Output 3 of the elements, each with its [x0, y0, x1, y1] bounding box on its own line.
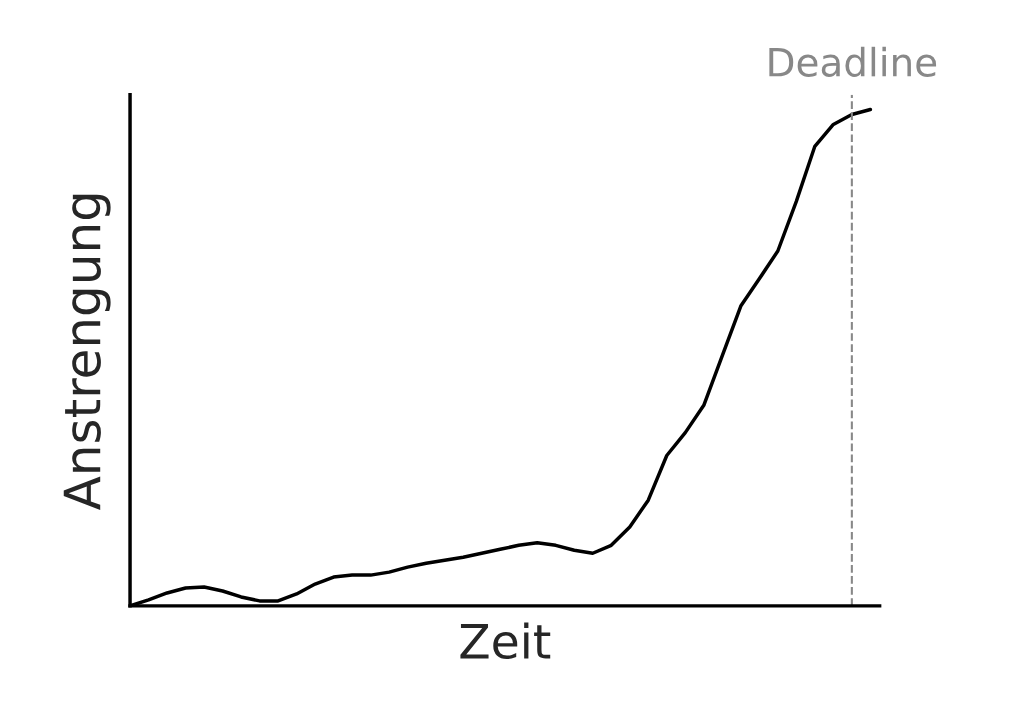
y-axis-title: Anstrengung: [63, 194, 111, 510]
text: Deadline: [769, 46, 937, 77]
x-axis-title: Zeit: [460, 622, 551, 660]
